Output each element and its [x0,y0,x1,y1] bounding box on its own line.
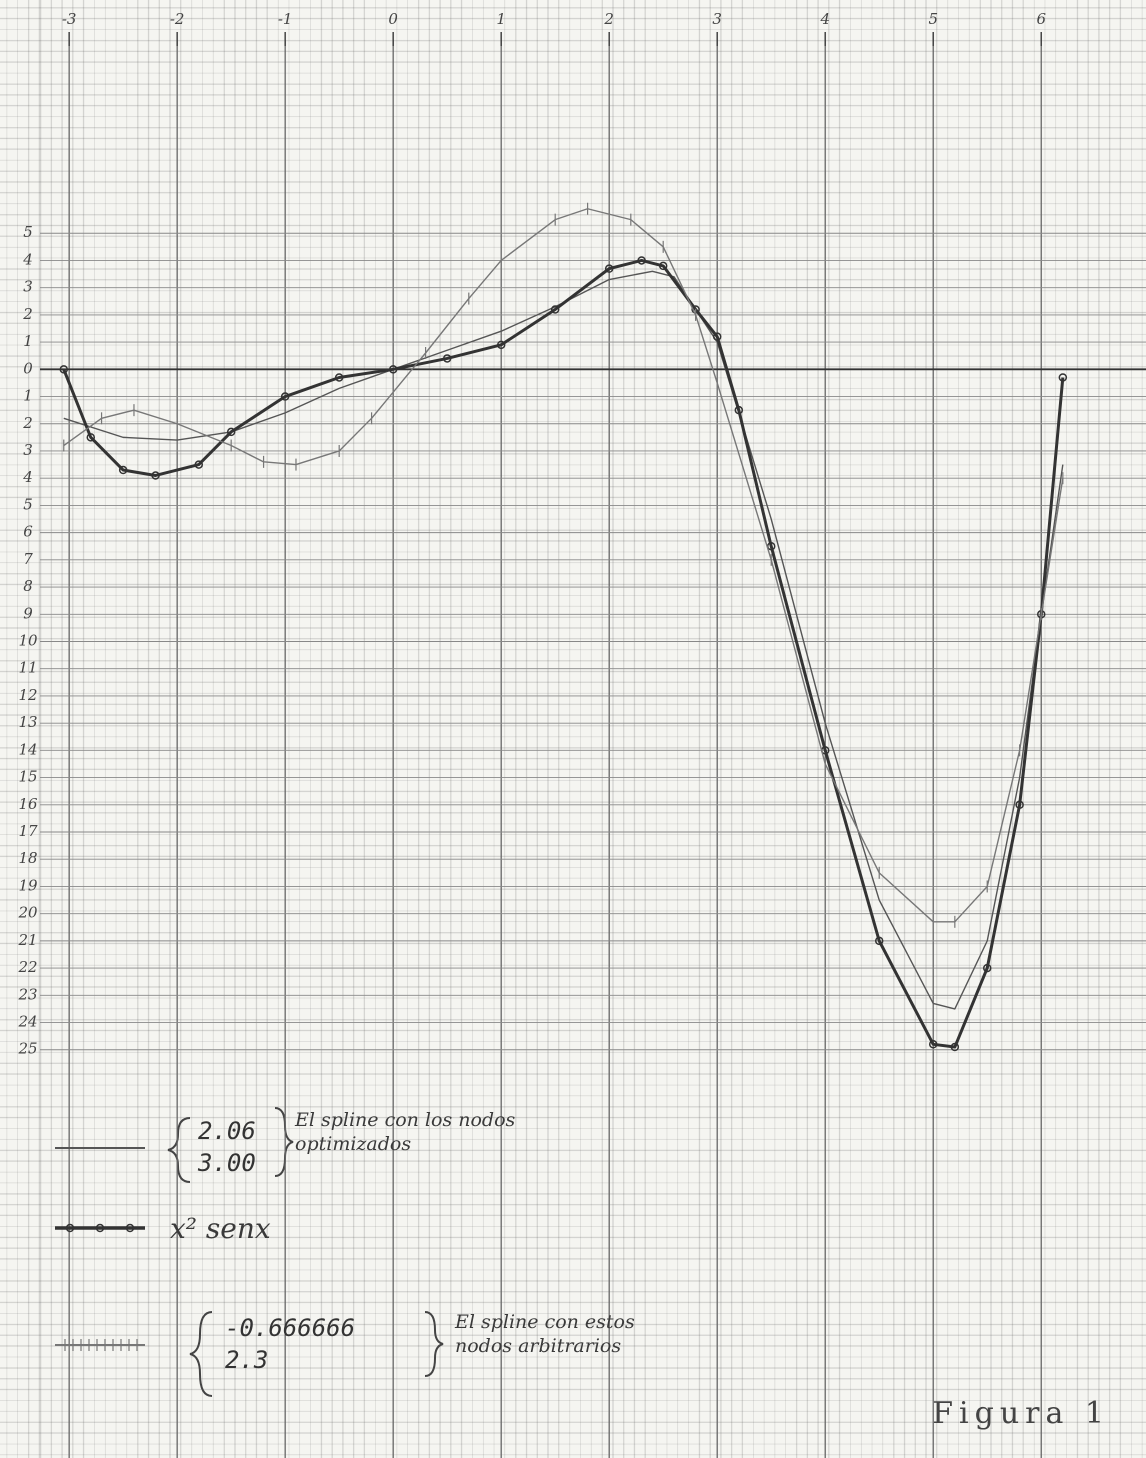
x-tick-label: -2 [170,10,185,28]
legend-nodes: -0.666666 2.3 [225,1312,355,1376]
x-tick-label: 0 [388,10,398,28]
legend-nodes: 2.06 3.00 [198,1115,256,1179]
y-tick-label: 9 [23,604,33,622]
node-value: 3.00 [198,1147,256,1179]
brace [168,1118,190,1182]
y-tick-label: 6 [23,523,33,541]
y-tick-label: 21 [17,931,37,949]
y-tick-label: 24 [17,1013,37,1031]
y-tick-label: 4 [22,250,33,268]
x-tick-label: 3 [712,10,722,28]
y-tick-label: 18 [18,849,37,867]
series-line [64,271,1063,1009]
y-tick-label: 8 [23,577,33,595]
y-tick-label: 4 [22,468,33,486]
y-tick-label: 1 [23,387,33,405]
y-tick-label: 2 [22,305,33,323]
brace [190,1312,212,1396]
brace [275,1108,293,1176]
y-tick-label: 5 [23,223,33,241]
x-tick-label: 5 [928,10,938,28]
y-tick-label: 16 [18,795,38,813]
x-tick-label: 2 [603,10,614,28]
y-tick-label: 10 [18,631,38,649]
y-tick-label: 17 [18,822,38,840]
y-tick-label: 0 [23,359,33,377]
y-tick-label: 22 [17,958,37,976]
y-tick-label: 1 [23,332,33,350]
y-tick-label: 15 [18,768,37,786]
y-tick-label: 25 [17,1040,37,1058]
x-tick-label: -1 [278,10,293,28]
y-tick-label: 11 [18,659,37,677]
y-tick-label: 14 [18,740,37,758]
y-tick-label: 20 [17,904,38,922]
node-value: 2.3 [225,1344,355,1376]
node-value: 2.06 [198,1115,256,1147]
y-tick-label: 3 [23,441,33,459]
y-tick-label: 3 [23,278,33,296]
legend-text: El spline con los nodos optimizados [295,1108,595,1156]
legend-text: El spline con estos nodos arbitrarios [455,1310,655,1358]
series-line [64,209,1063,922]
figure-label: Figura 1 [932,1396,1110,1431]
y-tick-label: 7 [23,550,33,568]
y-tick-label: 2 [22,414,33,432]
y-tick-label: 12 [18,686,37,704]
y-tick-label: 19 [18,876,38,894]
y-tick-label: 23 [17,985,37,1003]
x-tick-label: 6 [1036,10,1046,28]
brace [425,1312,443,1376]
legend-text: x² senx [170,1212,271,1246]
x-tick-label: 1 [496,10,506,28]
y-tick-label: 13 [18,713,37,731]
x-tick-label: 4 [819,10,830,28]
x-tick-label: -3 [62,10,77,28]
y-tick-label: 5 [23,495,33,513]
series-line [64,260,1063,1047]
node-value: -0.666666 [225,1312,355,1344]
graph-paper: Figura 1 -3-2-10123456543210123456789101… [0,0,1146,1458]
